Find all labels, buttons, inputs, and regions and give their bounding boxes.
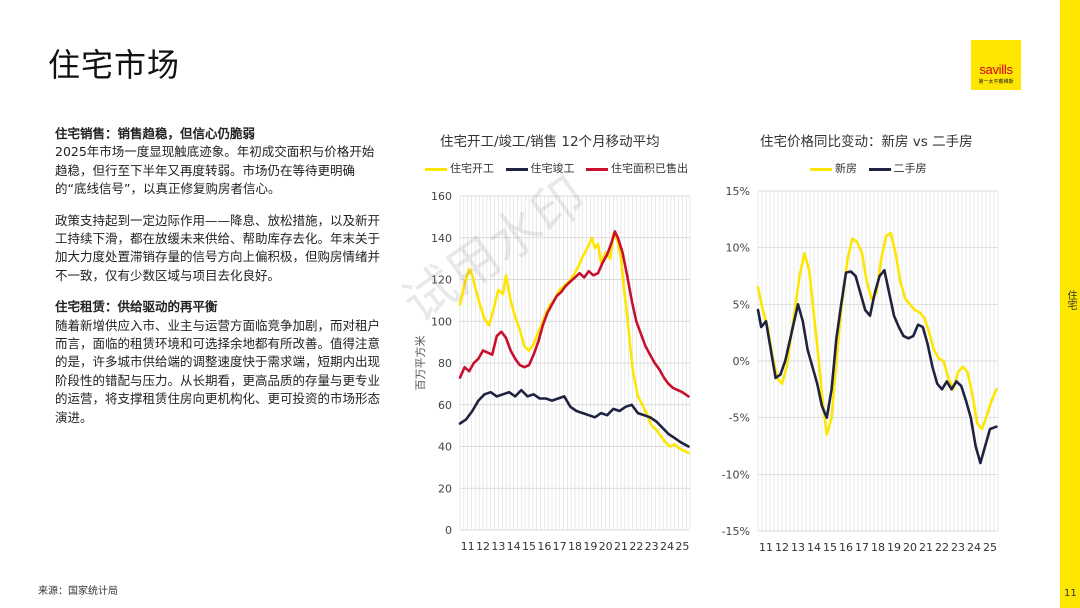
section-heading-sales: 住宅销售：销售趋稳，但信心仍脆弱 (55, 126, 256, 141)
chart1-ytick-label: 120 (431, 274, 452, 287)
side-section-label: 住宅 (1065, 290, 1076, 310)
chart2-xtick-label: 24 (967, 541, 981, 554)
chart1-xtick-label: 25 (675, 540, 689, 553)
chart2-xtick-label: 19 (887, 541, 901, 554)
source-note: 来源：国家统计局 (38, 586, 118, 597)
chart2-ytick-label: -15% (722, 525, 750, 538)
chart2-title: 住宅价格同比变动：新房 vs 二手房 (760, 134, 973, 150)
chart1-xtick-label: 20 (599, 540, 613, 553)
chart1-xtick-label: 17 (553, 540, 567, 553)
chart2-legend: 新房 二手房 (810, 160, 935, 176)
chart1-xtick-label: 12 (476, 540, 490, 553)
chart1-legend: 住宅开工 住宅竣工 住宅面积已售出 (425, 160, 696, 176)
commentary-column: 住宅销售：销售趋稳，但信心仍脆弱 2025年市场一度显现触底迹象。年初成交面积与… (55, 125, 380, 440)
chart-price-yoy: -15%-10%-5%0%5%10%15%11 12 13 14 15 16 17 18 19 2… (722, 185, 999, 554)
chart2-xtick-label: 21 (919, 541, 933, 554)
chart2-ytick-label: 10% (726, 242, 750, 255)
chart1-xtick-label: 13 (491, 540, 505, 553)
section-heading-rental: 住宅租赁：供给驱动的再平衡 (55, 299, 218, 315)
chart2-ytick-label: -10% (722, 468, 750, 481)
chart1-series-line-2 (458, 230, 690, 398)
legend-item-completions: 住宅竣工 (505, 160, 575, 176)
chart1-ytick-label: 40 (438, 441, 452, 454)
chart2-xtick-label: 11 (759, 541, 773, 554)
legend-swatch-new-homes (810, 167, 832, 171)
chart1-xtick-label: 23 (645, 540, 659, 553)
chart2-xtick-label: 17 (855, 541, 869, 554)
page-title: 住宅市场 (48, 46, 181, 84)
legend-label-new-homes: 新房 (835, 162, 857, 175)
chart2-ytick-label: 5% (733, 298, 750, 311)
paragraph-sales-1: 2025年市场一度显现触底迹象。年初成交面积与价格开始趋稳，但行至下半年又再度转… (55, 144, 375, 197)
chart1-series-line-1 (458, 388, 690, 448)
legend-label-completions: 住宅竣工 (530, 162, 575, 175)
legend-swatch-starts (425, 167, 447, 171)
legend-label-sales: 住宅面积已售出 (611, 162, 688, 175)
chart1-title: 住宅开工/竣工/销售 12个月移动平均 (440, 134, 660, 150)
chart1-ytick-label: 0 (445, 524, 452, 537)
chart1-xtick-label: 15 (522, 540, 536, 553)
chart2-xtick-label: 12 (775, 541, 789, 554)
paragraph-sales-2: 政策支持起到一定边际作用——降息、放松措施，以及新开工持续下滑，都在放缓未来供给… (55, 212, 381, 283)
chart1-ytick-label: 20 (438, 482, 452, 495)
chart1-ylabel: 百万平方米 (413, 336, 427, 391)
page-number: 11 (1064, 588, 1077, 599)
chart2-xtick-label: 15 (823, 541, 837, 554)
chart2-ytick-label: 0% (733, 355, 750, 368)
chart2-xtick-label: 22 (935, 541, 949, 554)
paragraph-rental-1: 随着新增供应入市、业主与运营方面临竞争加剧，而对租户而言，面临的租赁环境和可选择… (55, 317, 381, 425)
chart1-xtick-label: 16 (537, 540, 551, 553)
legend-label-second-hand: 二手房 (893, 162, 927, 175)
chart1-ytick-label: 140 (431, 232, 452, 245)
savills-logo: savills 第一太平戴维斯 (971, 40, 1021, 90)
legend-item-sales: 住宅面积已售出 (586, 160, 688, 176)
legend-item-second-hand: 二手房 (868, 160, 927, 176)
chart1-ytick-label: 160 (431, 190, 452, 203)
chart1-ytick-label: 80 (438, 357, 452, 370)
chart2-ytick-label: -5% (729, 412, 750, 425)
chart1-xtick-label: 14 (507, 540, 521, 553)
chart1-xtick-label: 21 (614, 540, 628, 553)
chart2-series-line-1 (756, 269, 998, 465)
chart1-ytick-label: 100 (431, 315, 452, 328)
chart2-xtick-label: 16 (839, 541, 853, 554)
legend-label-starts: 住宅开工 (450, 162, 494, 175)
chart1-xtick-label: 18 (568, 540, 582, 553)
chart2-xtick-label: 13 (791, 541, 805, 554)
chart2-xtick-label: 23 (951, 541, 965, 554)
chart1-xtick-label: 24 (660, 540, 674, 553)
chart2-grid (757, 190, 999, 532)
legend-swatch-completions (505, 167, 528, 171)
chart1-xtick-label: 19 (583, 540, 597, 553)
logo-brand: savills (979, 62, 1013, 77)
legend-item-new-homes: 新房 (810, 160, 857, 176)
chart2-xtick-label: 18 (871, 541, 885, 554)
chart1-ytick-label: 60 (438, 399, 452, 412)
chart2-xtick-label: 25 (983, 541, 997, 554)
legend-swatch-sales (586, 167, 608, 171)
chart2-xtick-label: 14 (807, 541, 821, 554)
chart2-ytick-label: 15% (726, 185, 750, 198)
side-accent-bar (1060, 0, 1080, 608)
chart1-xtick-label: 11 (461, 540, 475, 553)
legend-swatch-second-hand (868, 167, 891, 171)
chart2-xtick-label: 20 (903, 541, 917, 554)
legend-item-starts: 住宅开工 (425, 160, 494, 176)
chart1-xtick-label: 22 (629, 540, 643, 553)
logo-subtitle: 第一太平戴维斯 (978, 79, 1014, 85)
